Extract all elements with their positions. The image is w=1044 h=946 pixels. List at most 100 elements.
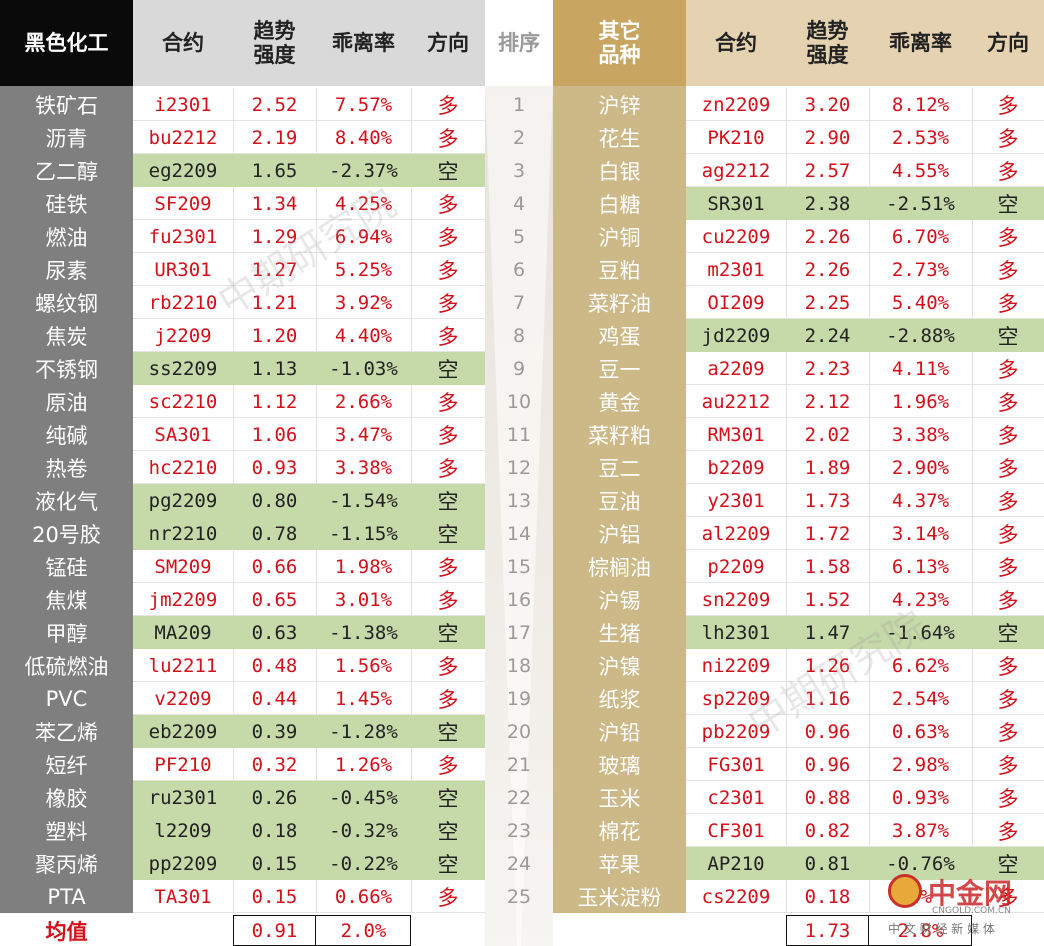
grid-line (786, 880, 787, 913)
left_table-header-contract: 合约 (162, 31, 204, 55)
table-row (686, 154, 1044, 187)
deviation-rate: 3.92% (334, 291, 393, 314)
table-row (133, 352, 485, 385)
grid-line (972, 88, 973, 121)
right_table-name-column-bg (553, 86, 686, 913)
left_table-header-rest-bg (133, 0, 485, 86)
cngold-logo-tagline: 中 文 财 经 新 媒 体 (888, 922, 995, 936)
commodity-name: 菜籽油 (588, 291, 651, 316)
right_table-avg-deviation: 2.8% (897, 919, 944, 942)
contract-code: j2209 (154, 324, 212, 347)
table-row (686, 187, 1044, 220)
commodity-name: 沪铅 (598, 720, 641, 745)
trend-strength: 1.21 (251, 291, 298, 314)
direction-badge: 多 (437, 423, 459, 448)
right_table-header-direction: 方向 (987, 31, 1029, 55)
table-row (133, 550, 485, 583)
grid-line (411, 748, 412, 781)
grid-line (869, 781, 870, 814)
grid-line (233, 220, 234, 253)
grid-line (786, 352, 787, 385)
grid-line (786, 451, 787, 484)
deviation-rate: 8.40% (334, 126, 393, 149)
left_table-header-strength: 趋势 强度 (253, 19, 296, 67)
direction-badge: 多 (437, 687, 459, 712)
grid-line (316, 286, 317, 319)
commodity-name: 焦炭 (45, 324, 88, 349)
trend-strength: 3.20 (804, 93, 851, 116)
cngold-logo: 中金网 CNGOLD.COM.CN 中 文 财 经 新 媒 体 (888, 870, 1038, 944)
avg-label: 均值 (45, 919, 88, 944)
grid-line (786, 649, 787, 682)
grid-line (411, 583, 412, 616)
commodity-name: 橡胶 (45, 786, 88, 811)
direction-badge: 多 (437, 654, 459, 679)
grid-line (316, 649, 317, 682)
grid-line (869, 748, 870, 781)
grid-line (869, 154, 870, 187)
grid-line (233, 550, 234, 583)
contract-code: m2301 (707, 258, 765, 281)
grid-line (411, 286, 412, 319)
grid-line (972, 451, 973, 484)
grid-line (233, 187, 234, 220)
deviation-rate: -0.45% (329, 786, 398, 809)
grid-line (972, 352, 973, 385)
direction-badge: 多 (997, 786, 1019, 811)
grid-line (869, 484, 870, 517)
deviation-rate: -1.38% (329, 621, 398, 644)
direction-badge: 空 (437, 786, 459, 811)
deviation-rate: 2.98% (891, 753, 950, 776)
grid-line (972, 418, 973, 451)
rank-number: 7 (512, 291, 526, 314)
commodity-name: 豆粕 (598, 258, 641, 283)
trend-strength: 2.52 (251, 93, 298, 116)
direction-badge: 多 (437, 192, 459, 217)
contract-code: AP210 (707, 852, 765, 875)
deviation-rate: -1.64% (886, 621, 955, 644)
grid-line (411, 88, 412, 121)
grid-line (972, 880, 973, 913)
commodity-name: 玉米 (598, 786, 641, 811)
direction-badge: 多 (997, 753, 1019, 778)
deviation-rate: 3.14% (891, 522, 950, 545)
direction-badge: 多 (437, 291, 459, 316)
grid-line (233, 88, 234, 121)
grid-line (233, 682, 234, 715)
commodity-name: 低硫燃油 (24, 654, 109, 679)
rank-number: 21 (506, 753, 532, 776)
grid-line (316, 187, 317, 220)
commodity-name: 豆油 (598, 489, 641, 514)
cngold-logo-icon (888, 874, 922, 908)
left_table-name-column-bg (0, 86, 133, 913)
direction-badge: 空 (997, 324, 1019, 349)
trend-strength: 0.65 (251, 588, 298, 611)
grid-line (972, 583, 973, 616)
commodity-name: 尿素 (45, 258, 88, 283)
commodity-name: 沪锡 (598, 588, 641, 613)
grid-line (786, 220, 787, 253)
grid-line (316, 682, 317, 715)
contract-code: cs2209 (701, 885, 771, 908)
trend-strength: 0.81 (804, 852, 851, 875)
contract-code: FG301 (707, 753, 765, 776)
commodity-name: 苯乙烯 (35, 720, 98, 745)
trend-strength: 0.96 (804, 720, 851, 743)
left_table-header-category-bg (0, 0, 133, 86)
grid-line (786, 418, 787, 451)
trend-strength: 1.73 (804, 489, 851, 512)
rank-number: 15 (506, 555, 532, 578)
table-row (133, 220, 485, 253)
direction-badge: 多 (437, 390, 459, 415)
contract-code: i2301 (154, 93, 212, 116)
deviation-rate: 3.01% (334, 588, 393, 611)
grid-line (233, 451, 234, 484)
commodity-name: 甲醇 (45, 621, 88, 646)
grid-line (316, 418, 317, 451)
rank-number: 3 (512, 159, 526, 182)
table-row (686, 319, 1044, 352)
direction-badge: 多 (997, 291, 1019, 316)
table-row (686, 583, 1044, 616)
trend-strength: 0.44 (251, 687, 298, 710)
direction-badge: 多 (997, 885, 1019, 910)
